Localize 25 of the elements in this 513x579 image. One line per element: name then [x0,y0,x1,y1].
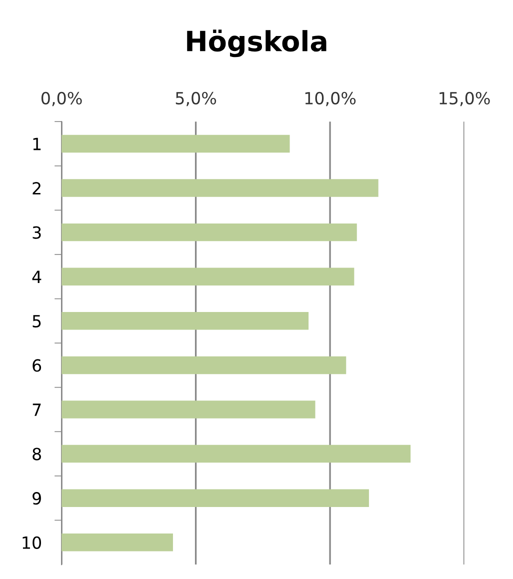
y-tick-label: 2 [32,182,40,194]
bar [62,400,316,418]
bar [62,489,369,507]
bar [62,134,290,153]
bar [62,312,309,330]
y-tick-label: 9 [32,492,41,505]
x-tick-label: 10,0% [305,92,356,106]
y-tick-label: 8 [32,448,41,460]
bar [62,356,346,374]
bar [62,223,357,242]
y-tick-label: 3 [32,226,41,239]
y-tick-label: 6 [32,359,42,372]
y-tick-label: 1 [33,138,41,150]
x-tick-label: 15,0% [440,92,490,106]
y-tick-label: 4 [32,270,42,283]
bar [62,179,378,197]
y-tick-label: 5 [32,315,41,328]
y-tick-label: 7 [32,404,41,416]
bar [62,444,411,463]
x-tick-label: 0,0% [41,92,82,106]
y-tick-label: 10 [22,536,42,549]
x-tick-label: 5,0% [176,92,216,106]
chart-title: Högskola [187,30,326,58]
bar [62,534,173,552]
bar [62,268,354,286]
